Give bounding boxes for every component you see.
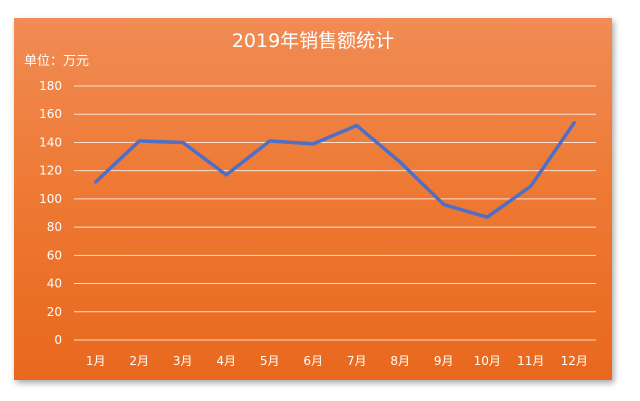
- y-tick-label: 100: [39, 192, 62, 206]
- x-tick-label: 11月: [517, 354, 544, 368]
- x-tick-label: 7月: [347, 354, 367, 368]
- y-tick-label: 120: [39, 164, 62, 178]
- data-point: [94, 180, 98, 184]
- x-tick-label: 1月: [86, 354, 106, 368]
- data-point: [485, 215, 489, 219]
- data-point: [398, 160, 402, 164]
- chart-card: 2019年销售额统计 单位：万元 0 20 40 60 80 100 120 140 160 18…: [14, 18, 612, 380]
- data-point: [572, 121, 576, 125]
- unit-label: 单位：万元: [24, 54, 90, 69]
- x-tick-label: 2月: [129, 354, 149, 368]
- y-tick-label: 40: [47, 277, 62, 291]
- data-point: [181, 140, 185, 144]
- data-point: [311, 142, 315, 146]
- y-tick-label: 140: [39, 135, 62, 149]
- y-tick-label: 60: [47, 248, 62, 262]
- y-tick-label: 160: [39, 107, 62, 121]
- x-tick-label: 8月: [390, 354, 410, 368]
- data-point: [355, 124, 359, 128]
- y-tick-label: 0: [54, 333, 62, 347]
- y-tick-label: 20: [47, 305, 62, 319]
- x-tick-label: 3月: [173, 354, 193, 368]
- data-point: [224, 173, 228, 177]
- chart-title: 2019年销售额统计: [231, 30, 395, 52]
- y-tick-label: 80: [47, 220, 62, 234]
- series-line: [94, 120, 576, 219]
- x-tick-label: 5月: [260, 354, 280, 368]
- data-point: [137, 139, 141, 143]
- data-point: [529, 184, 533, 188]
- data-point: [268, 139, 272, 143]
- x-tick-label: 10月: [474, 354, 501, 368]
- x-tick-label: 4月: [216, 354, 236, 368]
- y-tick-label: 180: [39, 79, 62, 93]
- x-tick-label: 6月: [303, 354, 323, 368]
- data-point: [442, 203, 446, 207]
- x-tick-label: 12月: [561, 354, 588, 368]
- line-chart: 0 20 40 60 80 100 120 140 160 180 1月 2月 3月 4月 5月 6月 7月 8月…: [39, 79, 596, 368]
- x-tick-label: 9月: [434, 354, 454, 368]
